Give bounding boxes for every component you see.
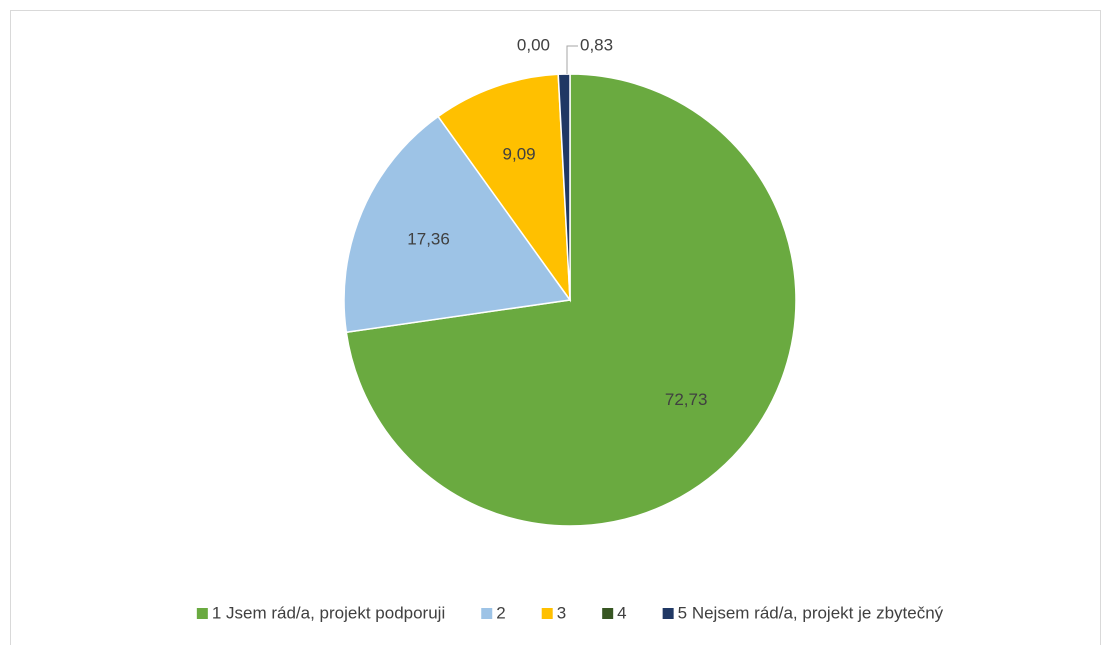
leader-line bbox=[566, 45, 578, 74]
legend-label: 4 bbox=[617, 603, 626, 622]
data-label: 9,09 bbox=[503, 144, 536, 163]
legend-label: 1 Jsem rád/a, projekt podporuji bbox=[212, 603, 445, 622]
legend-label: 5 Nejsem rád/a, projekt je zbytečný bbox=[678, 603, 944, 622]
legend-swatch bbox=[541, 608, 553, 619]
legend-swatch bbox=[196, 608, 208, 619]
legend-swatch bbox=[662, 608, 674, 619]
data-label: 17,36 bbox=[407, 229, 450, 248]
pie-slice bbox=[437, 73, 571, 303]
legend-swatch bbox=[602, 608, 614, 619]
legend-swatch bbox=[481, 608, 493, 619]
pie-slice bbox=[345, 73, 797, 527]
data-label: 0,83 bbox=[580, 35, 613, 54]
data-label: 72,73 bbox=[665, 390, 708, 409]
legend-label: 2 bbox=[496, 603, 505, 622]
data-label: 0,00 bbox=[517, 35, 550, 54]
pie-slice bbox=[557, 73, 571, 301]
pie-slice bbox=[343, 115, 572, 334]
legend-label: 3 bbox=[557, 603, 566, 622]
